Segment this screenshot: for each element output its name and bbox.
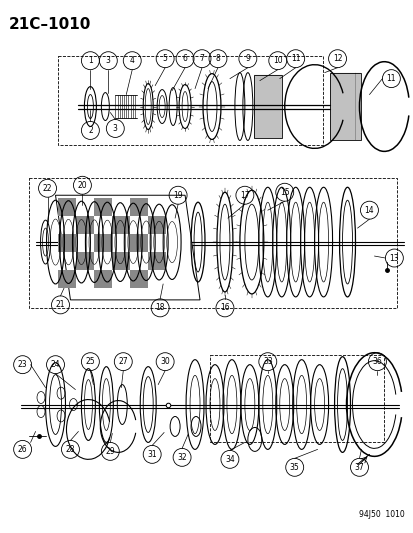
Text: 3: 3 xyxy=(106,56,111,65)
Bar xyxy=(58,56,322,146)
Bar xyxy=(130,270,148,288)
Polygon shape xyxy=(55,195,199,300)
Text: 13: 13 xyxy=(389,254,398,263)
Bar xyxy=(130,234,148,252)
Text: 18: 18 xyxy=(155,303,164,312)
Text: 21: 21 xyxy=(56,301,65,309)
Text: 10: 10 xyxy=(272,56,282,65)
Text: 9: 9 xyxy=(245,54,250,63)
Text: 11: 11 xyxy=(386,74,395,83)
Text: 34: 34 xyxy=(225,455,234,464)
Text: 20: 20 xyxy=(77,181,87,190)
Text: 32: 32 xyxy=(177,453,186,462)
Bar xyxy=(94,270,112,288)
Text: 5: 5 xyxy=(162,54,167,63)
Bar xyxy=(253,75,281,139)
Text: 28: 28 xyxy=(66,445,75,454)
Text: 35: 35 xyxy=(289,463,299,472)
Bar xyxy=(58,270,76,288)
Text: 30: 30 xyxy=(160,357,170,366)
Text: 14: 14 xyxy=(364,206,373,215)
Text: 4: 4 xyxy=(130,56,134,65)
Text: 2: 2 xyxy=(88,126,93,135)
Text: 6: 6 xyxy=(182,54,187,63)
Bar xyxy=(76,252,94,270)
Text: 33: 33 xyxy=(262,357,272,366)
Text: 17: 17 xyxy=(240,191,249,200)
Bar xyxy=(148,252,166,270)
Text: 94J50  1010: 94J50 1010 xyxy=(358,510,404,519)
Text: 19: 19 xyxy=(173,191,183,200)
Bar xyxy=(76,216,94,234)
Text: 26: 26 xyxy=(18,445,27,454)
Text: 37: 37 xyxy=(354,463,363,472)
Text: 16: 16 xyxy=(220,303,229,312)
Text: 7: 7 xyxy=(199,54,204,63)
Text: 36: 36 xyxy=(372,357,381,366)
Text: 8: 8 xyxy=(215,54,220,63)
Bar xyxy=(58,198,76,216)
Text: 3: 3 xyxy=(113,124,117,133)
Text: 29: 29 xyxy=(105,447,115,456)
Text: 23: 23 xyxy=(18,360,27,369)
Text: 1: 1 xyxy=(88,56,93,65)
Bar xyxy=(94,198,112,216)
Bar xyxy=(209,354,384,442)
Text: 12: 12 xyxy=(332,54,342,63)
Bar xyxy=(58,234,76,252)
Bar xyxy=(112,216,130,234)
Text: 11: 11 xyxy=(290,54,300,63)
Bar xyxy=(148,216,166,234)
Text: 31: 31 xyxy=(147,450,157,459)
Text: 25: 25 xyxy=(85,357,95,366)
Text: 27: 27 xyxy=(118,357,128,366)
Bar xyxy=(130,198,148,216)
Bar xyxy=(94,234,112,252)
Bar xyxy=(329,72,361,140)
Text: 21C–1010: 21C–1010 xyxy=(9,17,91,32)
Text: 24: 24 xyxy=(50,360,60,369)
Bar xyxy=(112,252,130,270)
Text: 15: 15 xyxy=(279,188,289,197)
Bar xyxy=(28,179,396,308)
Text: 22: 22 xyxy=(43,184,52,193)
